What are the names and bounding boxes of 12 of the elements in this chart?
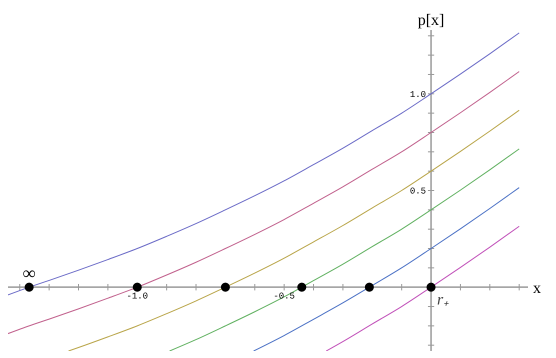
line-series [253, 187, 520, 351]
line-series [8, 71, 520, 334]
line-series [169, 148, 520, 351]
x-tick-label: -1.0 [126, 292, 148, 302]
annotation: r₊ [437, 292, 450, 309]
y-tick-label: 1.0 [410, 90, 426, 100]
line-series [68, 110, 520, 351]
y-axis-title: p[x] [418, 12, 444, 29]
x-axis-title: x [533, 280, 541, 297]
line-series [326, 226, 520, 351]
annotation: ∞ [22, 263, 36, 284]
y-tick-label: 0.5 [410, 186, 426, 197]
